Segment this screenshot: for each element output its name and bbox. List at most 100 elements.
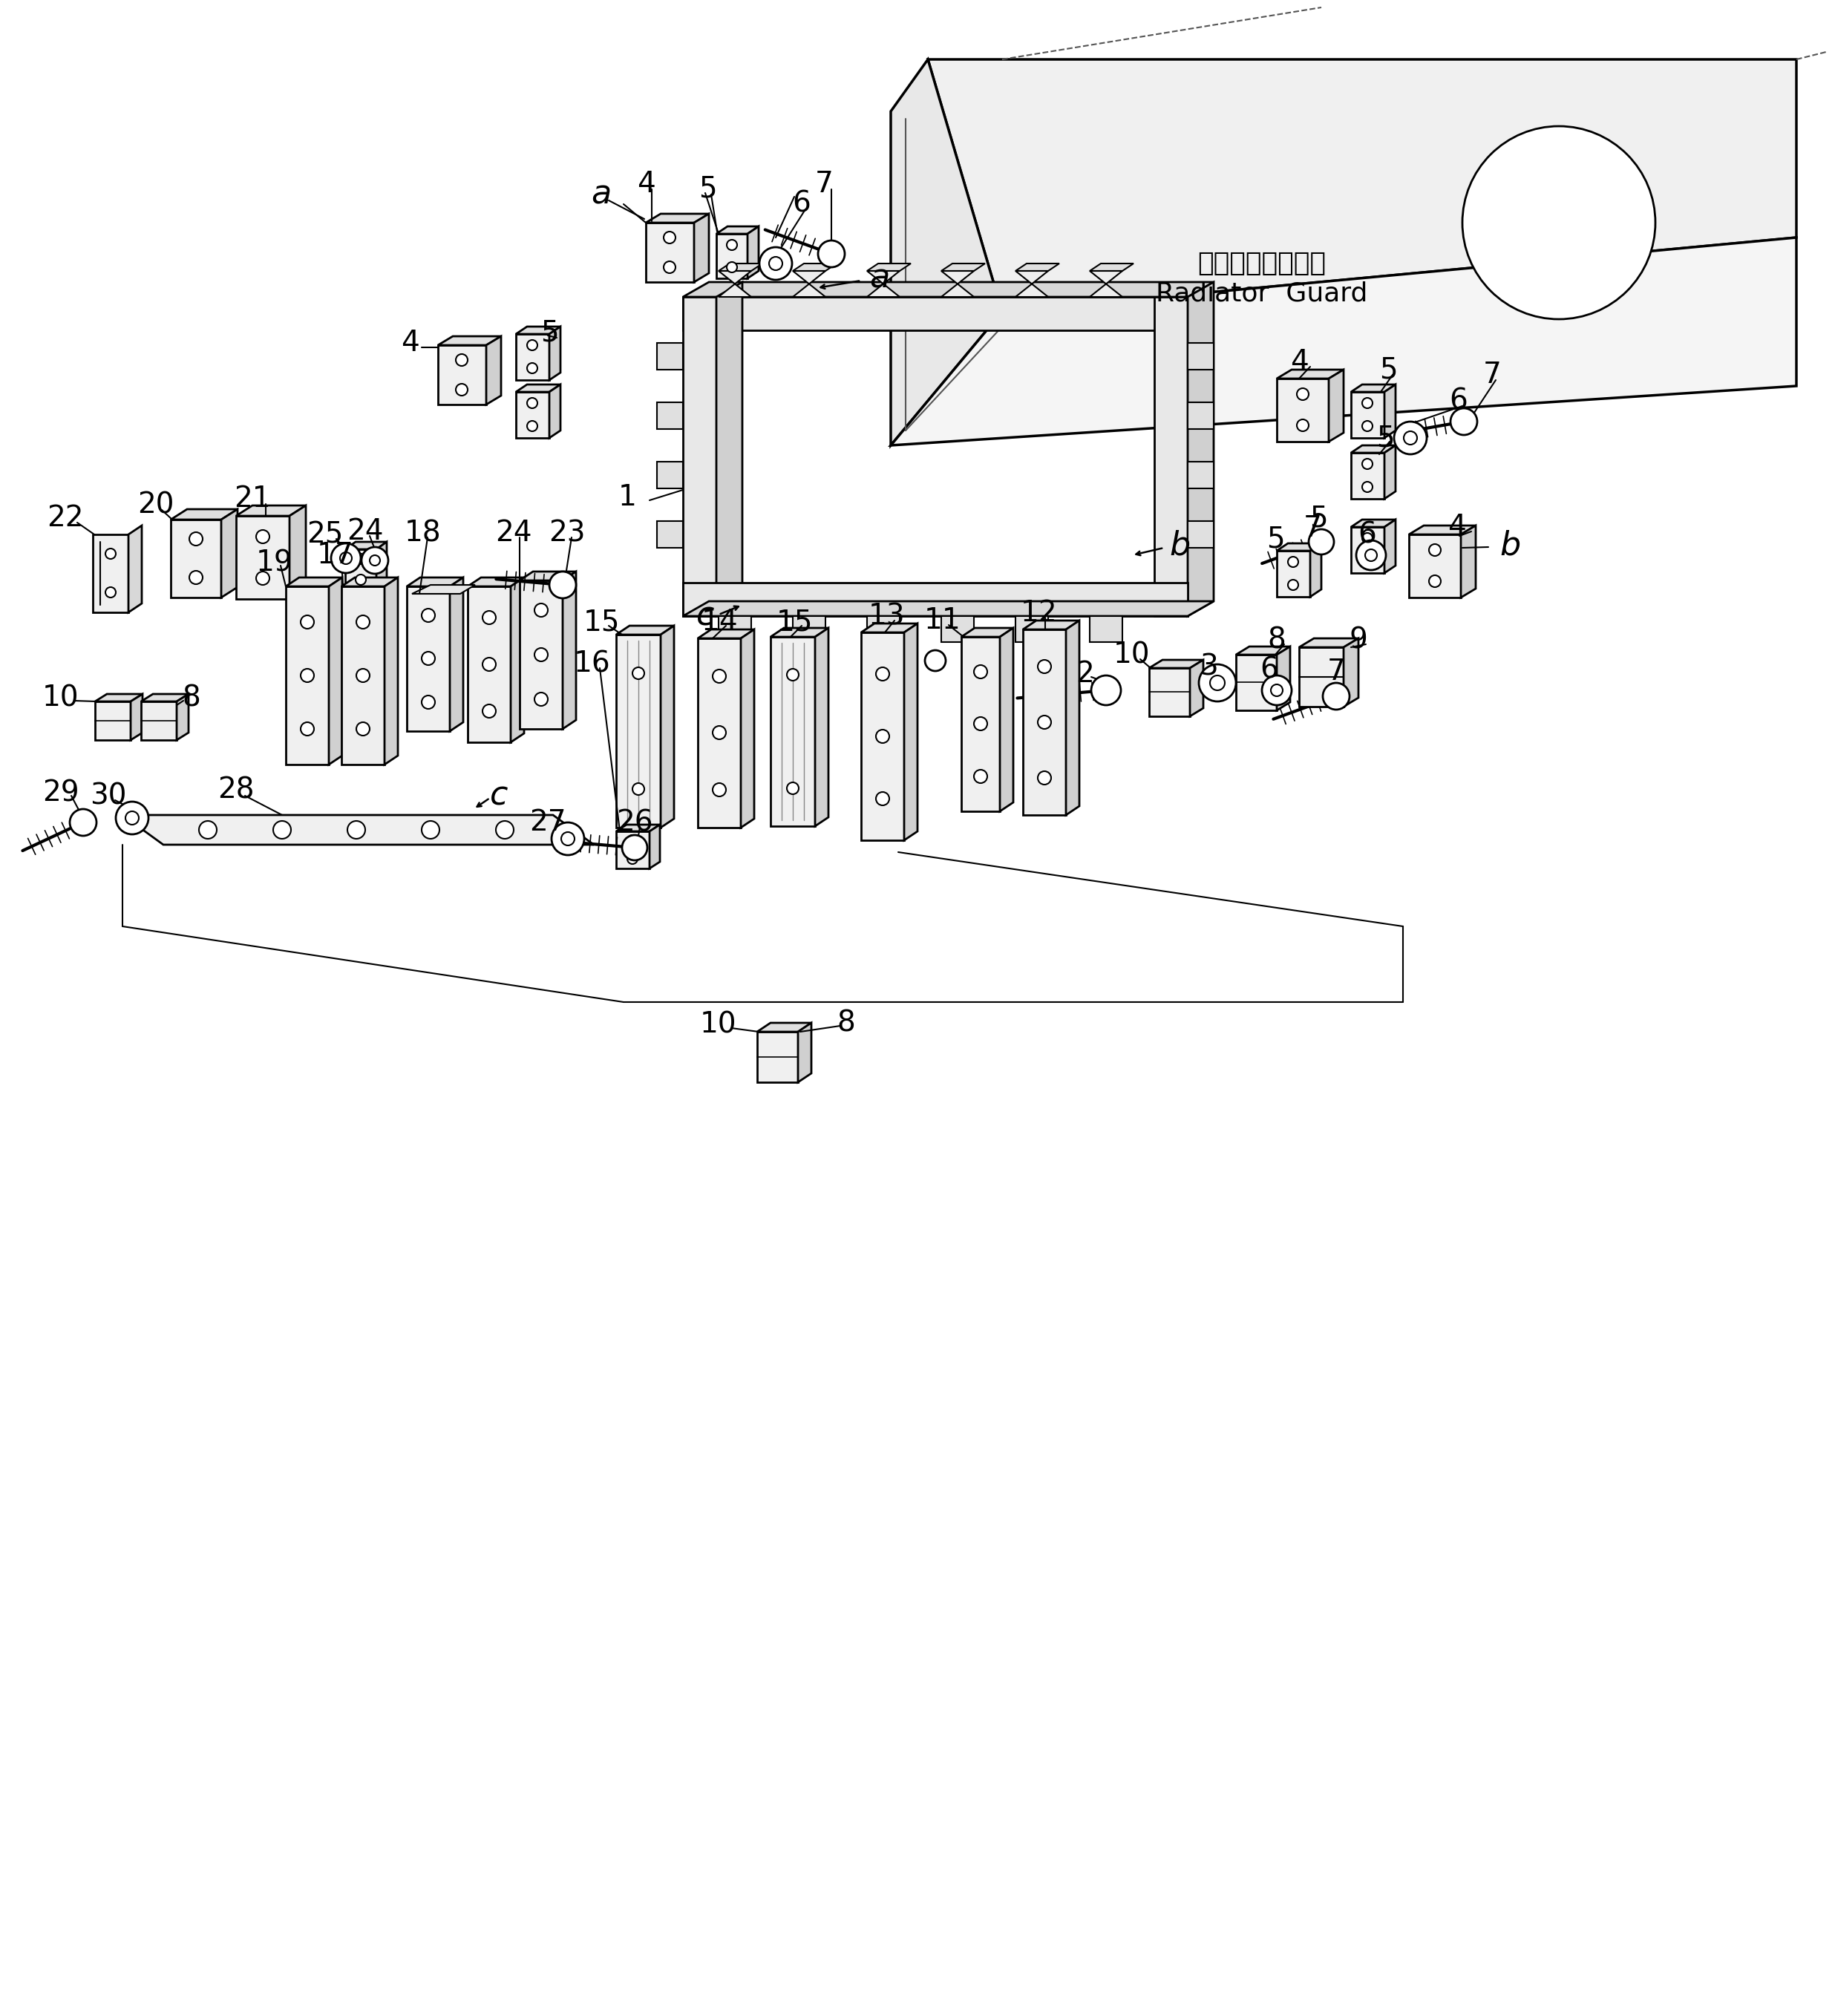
Circle shape: [1362, 532, 1373, 544]
Text: 15: 15: [584, 609, 620, 637]
Polygon shape: [141, 702, 176, 740]
Circle shape: [712, 726, 727, 740]
Polygon shape: [1329, 369, 1343, 442]
Polygon shape: [657, 520, 683, 548]
Polygon shape: [1384, 520, 1396, 573]
Polygon shape: [758, 1032, 798, 1083]
Text: a: a: [591, 179, 611, 210]
Circle shape: [422, 696, 435, 710]
Polygon shape: [941, 264, 985, 270]
Polygon shape: [237, 516, 290, 599]
Text: 1: 1: [618, 484, 637, 512]
Circle shape: [1297, 419, 1308, 431]
Polygon shape: [286, 587, 328, 764]
Polygon shape: [617, 825, 661, 831]
Polygon shape: [747, 226, 758, 278]
Circle shape: [727, 240, 738, 250]
Circle shape: [483, 657, 495, 671]
Text: ラジエータガード: ラジエータガード: [1198, 250, 1327, 276]
Polygon shape: [94, 534, 128, 613]
Circle shape: [273, 821, 292, 839]
Polygon shape: [1066, 621, 1079, 814]
Circle shape: [189, 532, 202, 546]
Circle shape: [356, 575, 365, 585]
Text: 8: 8: [837, 1008, 855, 1036]
Polygon shape: [617, 831, 650, 869]
Polygon shape: [1343, 639, 1358, 708]
Polygon shape: [128, 526, 141, 613]
Polygon shape: [516, 335, 549, 381]
Circle shape: [1323, 683, 1349, 710]
Polygon shape: [861, 633, 905, 841]
Circle shape: [356, 554, 365, 564]
Polygon shape: [1090, 264, 1134, 270]
Circle shape: [1395, 421, 1428, 454]
Text: Radiator  Guard: Radiator Guard: [1156, 280, 1367, 306]
Circle shape: [361, 546, 389, 575]
Polygon shape: [1351, 385, 1396, 391]
Polygon shape: [815, 627, 828, 827]
Text: 14: 14: [701, 609, 738, 637]
Text: 8: 8: [1268, 625, 1286, 653]
Polygon shape: [741, 629, 754, 829]
Circle shape: [527, 363, 538, 373]
Polygon shape: [563, 573, 576, 730]
Polygon shape: [1154, 296, 1187, 617]
Circle shape: [534, 603, 549, 617]
Polygon shape: [1351, 454, 1384, 498]
Polygon shape: [1189, 659, 1204, 716]
Text: 5: 5: [1378, 355, 1396, 383]
Circle shape: [339, 552, 352, 564]
Circle shape: [628, 835, 637, 845]
Circle shape: [1288, 581, 1299, 591]
Polygon shape: [697, 639, 741, 829]
Text: c: c: [490, 780, 508, 812]
Circle shape: [347, 821, 365, 839]
Circle shape: [1450, 409, 1477, 435]
Polygon shape: [617, 625, 673, 635]
Polygon shape: [771, 627, 828, 637]
Polygon shape: [385, 577, 398, 764]
Polygon shape: [646, 214, 708, 222]
Circle shape: [116, 802, 149, 835]
Circle shape: [534, 694, 549, 706]
Polygon shape: [171, 520, 222, 597]
Polygon shape: [716, 282, 743, 617]
Polygon shape: [1310, 544, 1321, 597]
Polygon shape: [650, 825, 661, 869]
Circle shape: [562, 833, 574, 845]
Circle shape: [534, 647, 549, 661]
Polygon shape: [1409, 534, 1461, 597]
Circle shape: [818, 240, 844, 268]
Polygon shape: [1149, 659, 1204, 667]
Polygon shape: [683, 601, 1213, 617]
Polygon shape: [617, 635, 661, 829]
Circle shape: [1362, 482, 1373, 492]
Circle shape: [712, 782, 727, 796]
Text: 22: 22: [48, 504, 84, 532]
Polygon shape: [657, 462, 683, 488]
Text: 6: 6: [1358, 520, 1376, 548]
Polygon shape: [661, 625, 673, 829]
Circle shape: [633, 782, 644, 794]
Circle shape: [760, 248, 793, 280]
Circle shape: [1429, 544, 1440, 556]
Circle shape: [875, 792, 890, 804]
Text: b: b: [1169, 530, 1191, 562]
Text: 4: 4: [1290, 349, 1308, 377]
Circle shape: [1262, 675, 1292, 706]
Text: 5: 5: [1376, 423, 1395, 452]
Circle shape: [455, 383, 468, 395]
Polygon shape: [468, 587, 510, 742]
Circle shape: [356, 615, 369, 629]
Text: 17: 17: [317, 540, 354, 569]
Circle shape: [1297, 389, 1308, 399]
Polygon shape: [549, 327, 560, 381]
Polygon shape: [683, 583, 1187, 617]
Circle shape: [198, 821, 217, 839]
Polygon shape: [758, 1022, 811, 1032]
Text: 7: 7: [1303, 514, 1321, 542]
Text: 13: 13: [868, 603, 905, 631]
Polygon shape: [1299, 639, 1358, 647]
Polygon shape: [328, 577, 341, 764]
